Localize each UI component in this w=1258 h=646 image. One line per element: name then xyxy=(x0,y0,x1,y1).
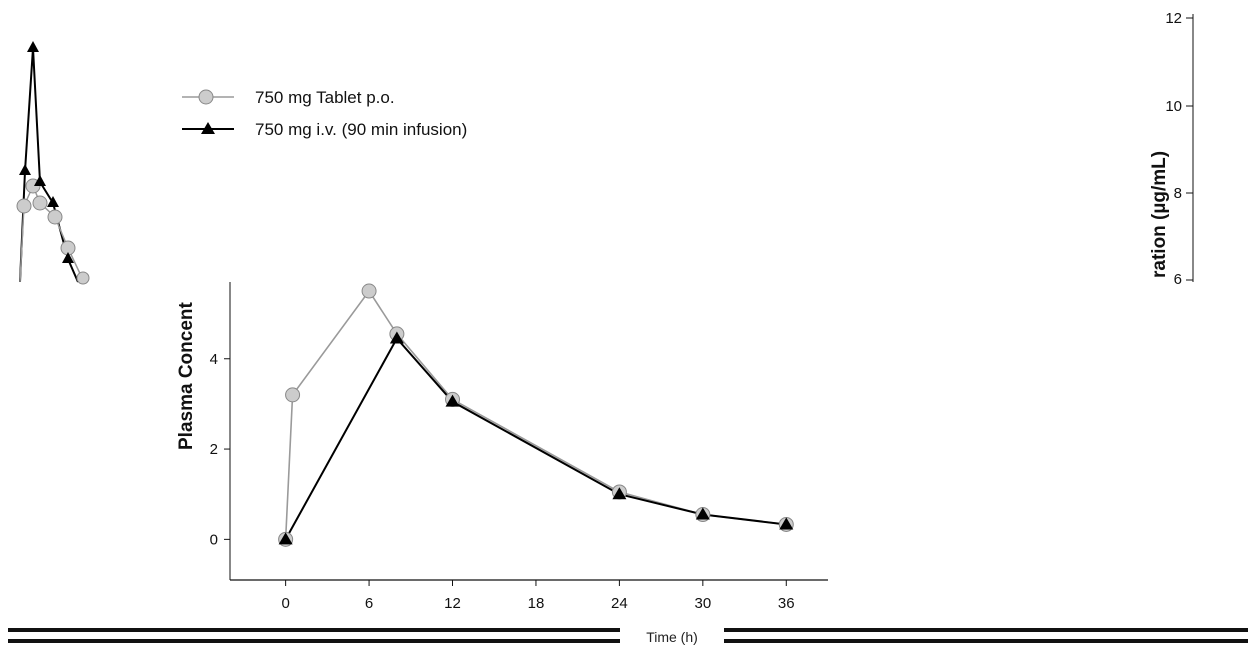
series-layer xyxy=(278,283,794,547)
x-tick-label: 0 xyxy=(281,595,289,612)
x-tick-label: 6 xyxy=(365,595,373,612)
series-line-iv xyxy=(284,336,787,540)
x-tick-label: 12 xyxy=(444,595,461,612)
data-point-iv xyxy=(389,331,404,344)
right-tick-label: 12 xyxy=(1165,10,1182,27)
y-axis-title: Plasma Concent xyxy=(176,302,197,450)
y-tick-label: 2 xyxy=(210,441,218,458)
x-tick-label: 30 xyxy=(694,595,711,612)
footer-label: Time (h) xyxy=(646,629,698,645)
x-axis-ticks: 0 6 12 18 24 30 36 xyxy=(281,580,795,612)
fragment-point-circle xyxy=(16,198,32,214)
data-point-iv xyxy=(612,487,627,500)
right-tick-label: 8 xyxy=(1174,185,1182,202)
legend-item-tablet: 750 mg Tablet p.o. xyxy=(182,88,395,107)
series-line-tablet xyxy=(284,289,787,540)
data-point-iv xyxy=(779,517,794,530)
fragment-point-circle xyxy=(76,271,90,285)
data-point-iv xyxy=(445,394,460,407)
legend-label-tablet: 750 mg Tablet p.o. xyxy=(255,88,395,107)
y-tick-label: 4 xyxy=(210,351,218,368)
x-tick-label: 36 xyxy=(778,595,795,612)
footer-label-bg xyxy=(620,626,724,646)
fragment-point-circle xyxy=(47,209,63,225)
legend-marker-circle xyxy=(198,89,214,105)
y-tick-label: 0 xyxy=(210,531,218,548)
right-tick-label: 10 xyxy=(1165,98,1182,115)
data-point-iv xyxy=(695,507,710,520)
x-tick-label: 18 xyxy=(528,595,545,612)
legend-marker-triangle xyxy=(201,122,215,134)
peak-fragment xyxy=(16,41,90,285)
fragment-point-circle xyxy=(32,195,48,211)
right-tick-label: 6 xyxy=(1174,271,1182,288)
fragment-point-triangle xyxy=(19,164,31,175)
legend-item-iv: 750 mg i.v. (90 min infusion) xyxy=(182,120,467,139)
main-plot: 024 0 6 12 18 24 30 36 Plasma Concent xyxy=(176,282,828,612)
data-point-tablet xyxy=(285,387,301,403)
fragment-point-triangle xyxy=(34,175,46,186)
fragment-point-triangle xyxy=(27,41,39,52)
data-point-iv xyxy=(278,532,293,545)
y-axis-ticks: 0 2 4 xyxy=(210,351,230,548)
right-axis-title: ration (µg/mL) xyxy=(1149,151,1170,278)
fragment-point-triangle xyxy=(47,196,59,207)
data-point-tablet xyxy=(361,283,377,299)
x-tick-label: 24 xyxy=(611,595,628,612)
right-axis-fragment: 12 10 8 6 ration (µg/mL) xyxy=(1149,10,1194,288)
legend-label-iv: 750 mg i.v. (90 min infusion) xyxy=(255,120,467,139)
legend: 750 mg Tablet p.o. 750 mg i.v. (90 min i… xyxy=(182,88,467,139)
fragment-point-triangle xyxy=(62,252,74,263)
footer-bars: Time (h) xyxy=(8,626,1248,646)
